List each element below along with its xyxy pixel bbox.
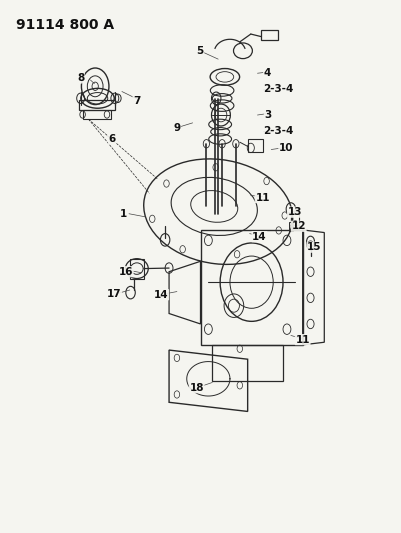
Text: 15: 15 <box>307 242 322 252</box>
Text: 12: 12 <box>292 221 306 231</box>
Text: 7: 7 <box>133 96 140 106</box>
Bar <box>130 259 144 279</box>
Bar <box>248 139 263 151</box>
Text: 9: 9 <box>173 123 180 133</box>
Text: 16: 16 <box>119 266 133 277</box>
Text: 11: 11 <box>255 192 270 203</box>
Bar <box>79 100 115 110</box>
Text: 8: 8 <box>77 73 84 83</box>
Text: 1: 1 <box>120 209 128 219</box>
Text: 18: 18 <box>189 383 204 393</box>
Text: 17: 17 <box>107 289 122 299</box>
Text: 2-3-4: 2-3-4 <box>263 84 294 94</box>
Text: 14: 14 <box>252 232 267 242</box>
Bar <box>212 345 283 382</box>
Text: 4: 4 <box>263 68 271 78</box>
Text: 5: 5 <box>196 46 203 56</box>
Bar <box>261 30 278 41</box>
Bar <box>200 230 303 345</box>
Text: 13: 13 <box>288 207 302 217</box>
Text: 11: 11 <box>296 335 310 345</box>
Text: 91114 800 A: 91114 800 A <box>16 19 114 33</box>
Text: 6: 6 <box>108 134 116 143</box>
Text: 2-3-4: 2-3-4 <box>263 126 294 136</box>
Text: 3: 3 <box>265 110 272 120</box>
Bar <box>289 222 293 231</box>
Text: 10: 10 <box>279 143 294 154</box>
Bar <box>292 213 299 229</box>
Bar <box>83 110 111 119</box>
Text: 14: 14 <box>154 290 168 300</box>
